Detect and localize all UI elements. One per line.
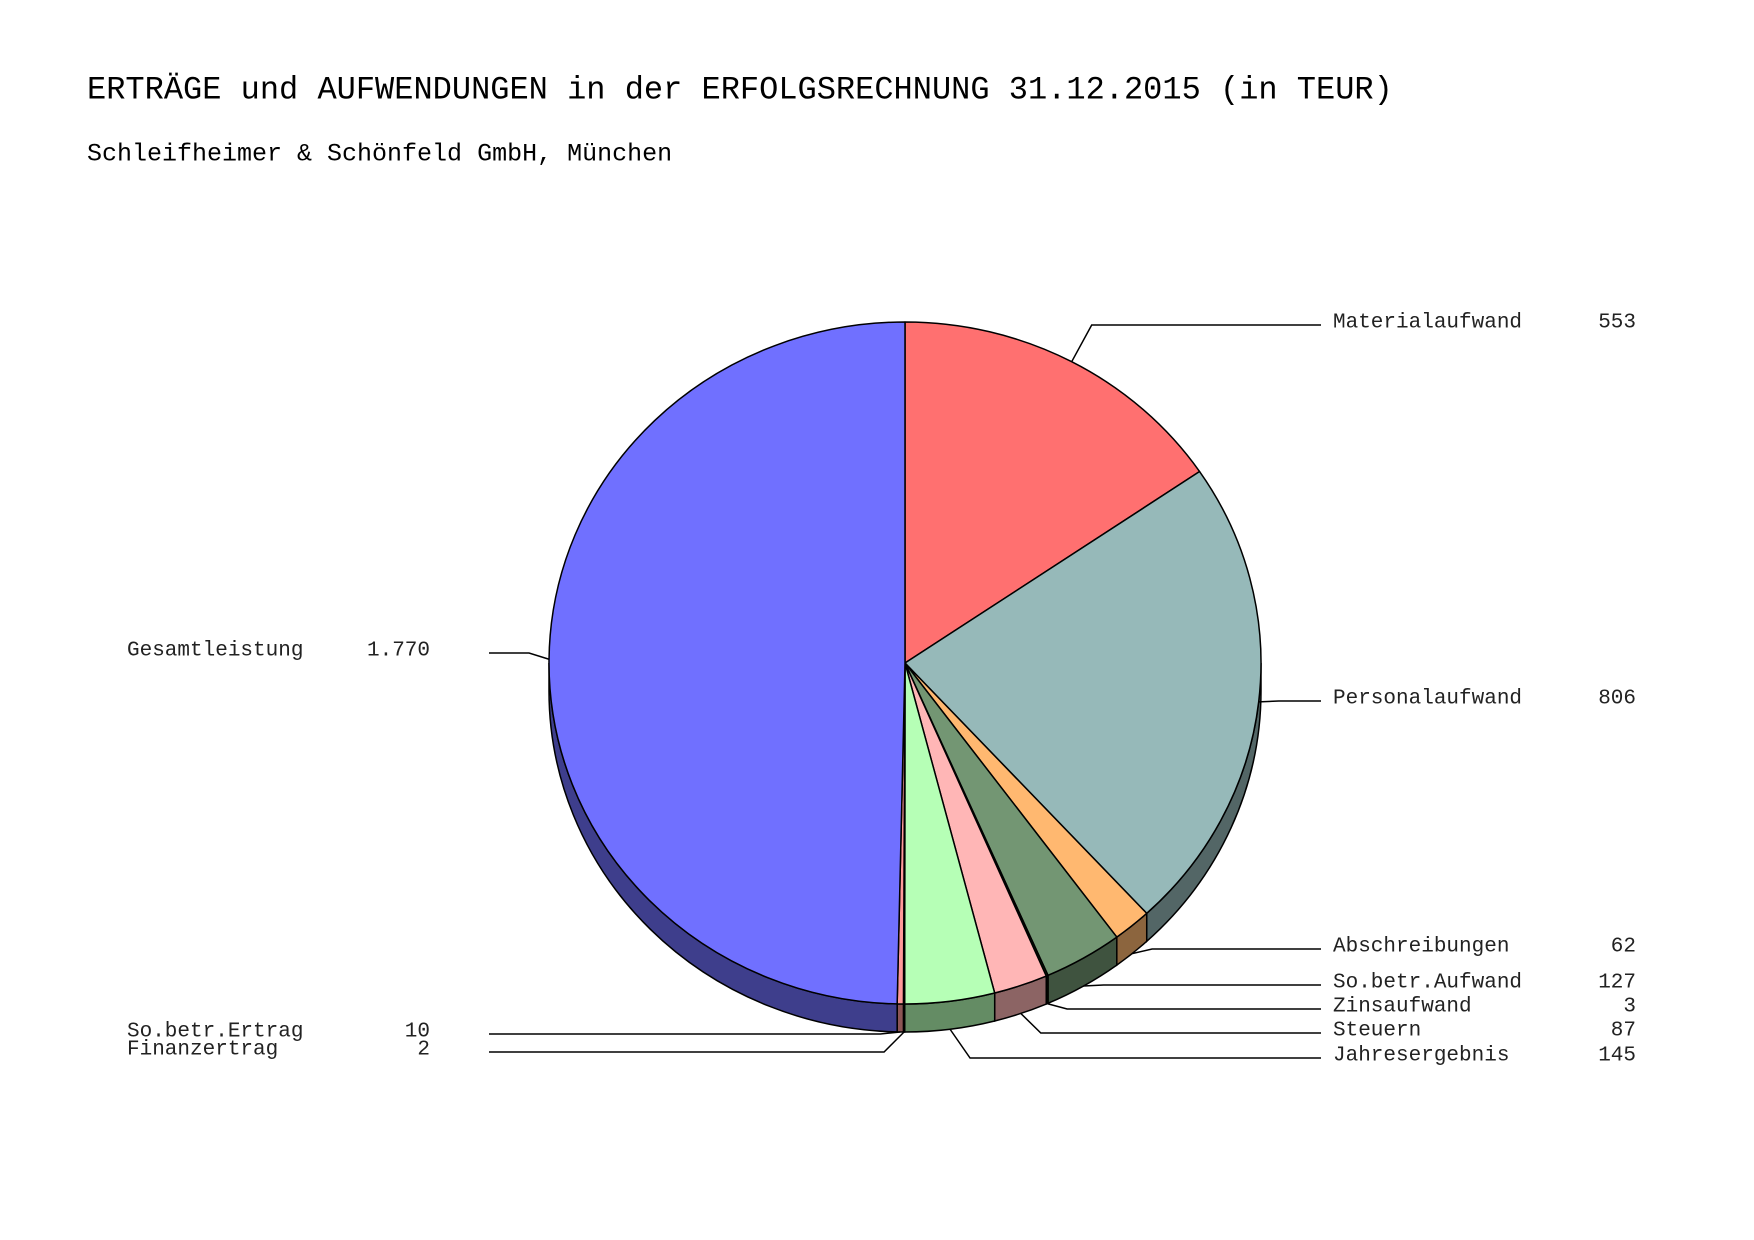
- label-value: 10: [405, 1021, 430, 1044]
- leader-line: [949, 1028, 1321, 1059]
- leader-line: [1046, 1002, 1321, 1010]
- leader-line: [1131, 948, 1321, 955]
- label-value: 127: [1598, 972, 1636, 995]
- label-name: Finanzertrag: [127, 1039, 278, 1062]
- label-value: 553: [1598, 312, 1636, 335]
- leader-line: [1020, 1012, 1321, 1034]
- label-value: 806: [1598, 688, 1636, 711]
- label-name: So.betr.Ertrag: [127, 1021, 303, 1044]
- leader-line: [1083, 984, 1321, 987]
- label-name: Abschreibungen: [1333, 936, 1509, 959]
- leader-line: [489, 1031, 901, 1035]
- chart-subtitle: Schleifheimer & Schönfeld GmbH, München: [87, 140, 672, 169]
- leader-line: [489, 1031, 905, 1053]
- label-value: 1.770: [367, 640, 430, 663]
- label-value: 3: [1623, 996, 1636, 1019]
- leader-line: [489, 652, 550, 660]
- label-value: 62: [1611, 936, 1636, 959]
- label-value: 2: [417, 1039, 430, 1062]
- label-value: 145: [1598, 1045, 1636, 1068]
- slice: [904, 321, 1201, 664]
- label-value: 87: [1611, 1020, 1636, 1043]
- slice: [548, 321, 906, 1005]
- chart-title: ERTRÄGE und AUFWENDUNGEN in der ERFOLGSR…: [87, 71, 1393, 108]
- slice-side: [896, 1003, 905, 1033]
- label-name: Steuern: [1333, 1020, 1421, 1043]
- label-name: Materialaufwand: [1333, 312, 1522, 335]
- label-name: Zinsaufwand: [1333, 996, 1472, 1019]
- label-name: Gesamtleistung: [127, 640, 303, 663]
- label-name: Jahresergebnis: [1333, 1045, 1509, 1068]
- leader-line: [1258, 700, 1321, 703]
- leader-line: [1071, 324, 1321, 363]
- slice: [904, 470, 1262, 915]
- label-name: So.betr.Aufwand: [1333, 972, 1522, 995]
- label-name: Personalaufwand: [1333, 688, 1522, 711]
